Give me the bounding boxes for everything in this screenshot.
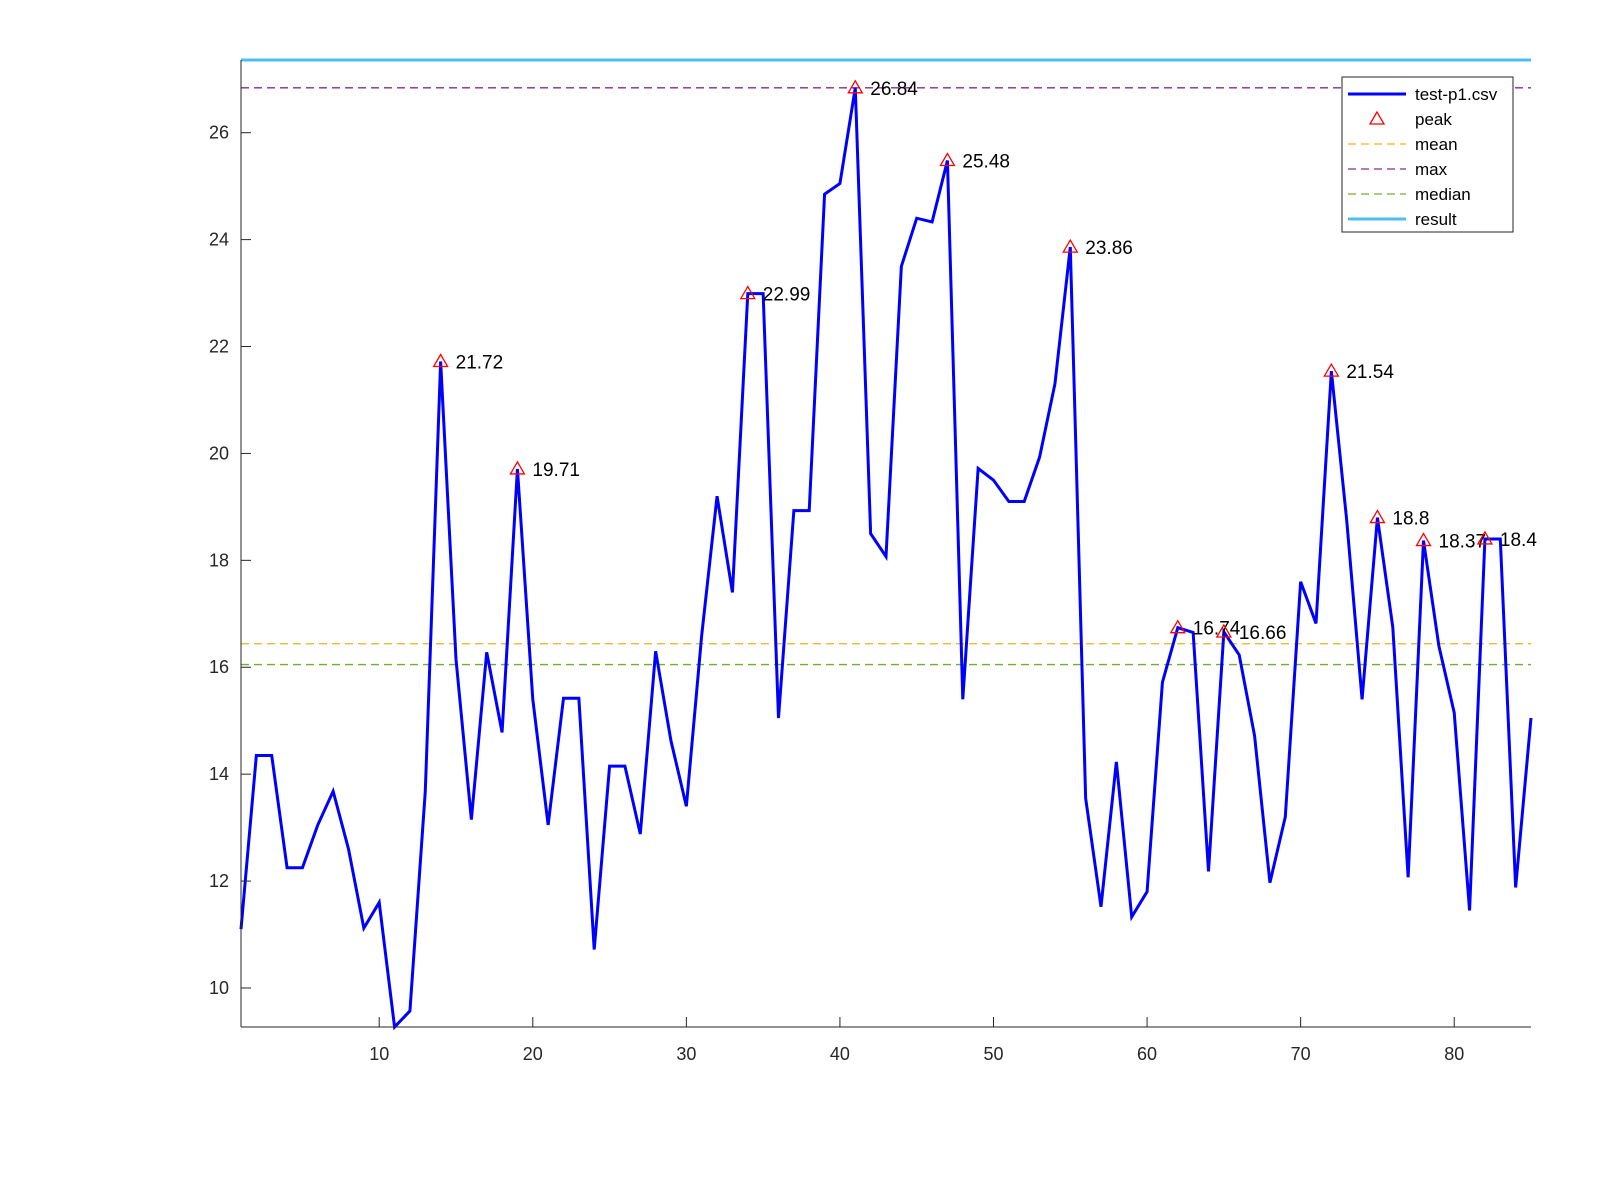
- axes: [240, 60, 1531, 1028]
- peak-marker: [847, 79, 864, 94]
- legend-entry: result: [1415, 210, 1457, 229]
- peak-marker: [939, 152, 956, 167]
- x-tick-label: 80: [1444, 1044, 1464, 1064]
- x-tick-label: 50: [983, 1044, 1003, 1064]
- legend-swatch-peak: [1368, 110, 1386, 125]
- legend-entry: max: [1415, 160, 1448, 179]
- y-tick-label: 26: [209, 123, 229, 143]
- peak-label: 16.66: [1239, 623, 1287, 644]
- x-tick-label: 40: [830, 1044, 850, 1064]
- legend-entry: test-p1.csv: [1415, 85, 1498, 104]
- y-tick-label: 20: [209, 443, 229, 463]
- y-tick-label: 16: [209, 657, 229, 677]
- x-tick-label: 20: [523, 1044, 543, 1064]
- y-tick-label: 18: [209, 550, 229, 570]
- y-tick-label: 24: [209, 230, 229, 250]
- peak-label: 21.72: [456, 352, 504, 373]
- peak-label: 26.84: [870, 79, 918, 100]
- peak-marker: [1369, 509, 1386, 524]
- peak-marker: [1415, 532, 1432, 547]
- peak-marker: [1323, 362, 1340, 377]
- peak-marker: [1476, 530, 1494, 545]
- legend: test-p1.csv peak mean max median result: [1341, 76, 1514, 233]
- peak-label: 18.4: [1500, 530, 1537, 551]
- legend-box: [1341, 76, 1514, 233]
- peak-label: 25.48: [962, 151, 1010, 172]
- peak-marker: [1062, 238, 1079, 253]
- legend-entry: median: [1415, 185, 1471, 204]
- peak-label: 22.99: [763, 285, 811, 306]
- legend-entry: mean: [1415, 135, 1458, 154]
- y-tick-label: 14: [209, 764, 229, 784]
- y-tick-label: 22: [209, 337, 229, 357]
- x-tick-label: 70: [1291, 1044, 1311, 1064]
- y-tick-label: 10: [209, 978, 229, 998]
- y-tick-label: 12: [209, 871, 229, 891]
- peak-label: 19.71: [532, 460, 580, 481]
- tick-labels: 10 20 30 40 50 60 70 80 10 12 14 16 18 20 22 24 26: [209, 123, 1464, 1064]
- x-tick-label: 30: [676, 1044, 696, 1064]
- x-tick-label: 10: [369, 1044, 389, 1064]
- peak-markers: 21.7219.7122.9926.8425.4823.8616.7416.66…: [432, 79, 1537, 644]
- peak-label: 18.37: [1439, 532, 1487, 553]
- peak-marker: [509, 460, 526, 475]
- peak-label: 18.8: [1392, 509, 1429, 530]
- peak-marker: [739, 285, 756, 300]
- peak-marker: [1169, 619, 1186, 634]
- peak-marker: [1215, 623, 1232, 638]
- series-line-test-p1: [239, 87, 1533, 1031]
- peak-label: 23.86: [1085, 238, 1133, 259]
- x-tick-label: 60: [1137, 1044, 1157, 1064]
- legend-entry: peak: [1415, 110, 1452, 129]
- peak-marker: [432, 353, 449, 368]
- peak-label: 21.54: [1346, 362, 1394, 383]
- series-line-layer: [239, 87, 1533, 1031]
